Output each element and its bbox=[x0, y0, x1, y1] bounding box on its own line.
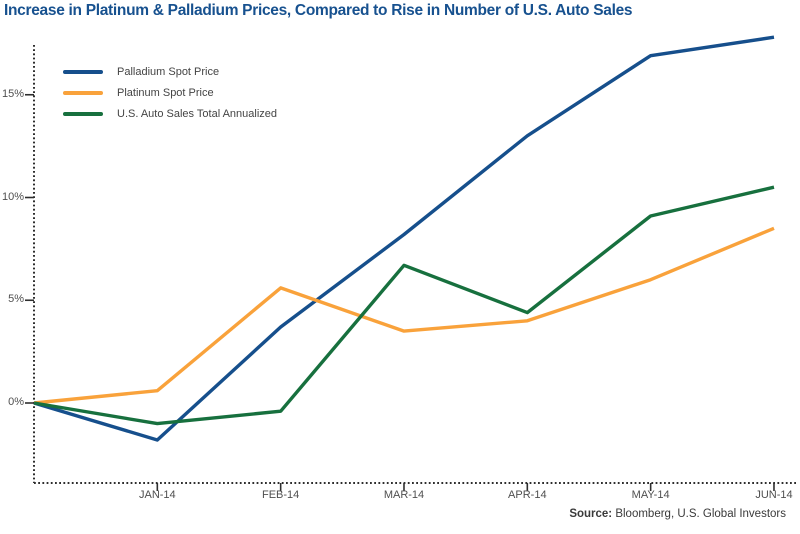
y-tick-label: 10% bbox=[1, 190, 24, 203]
series-line-u-s-auto-sales-total-annualized bbox=[33, 185, 775, 426]
legend-swatch-icon bbox=[63, 111, 103, 116]
x-tick-label: APR-14 bbox=[508, 489, 547, 501]
legend: Palladium Spot Price Platinum Spot Price U… bbox=[63, 65, 277, 120]
source-text: Bloomberg, U.S. Global Investors bbox=[612, 508, 786, 520]
legend-label: U.S. Auto Sales Total Annualized bbox=[117, 107, 278, 120]
source-note: Source: Bloomberg, U.S. Global Investors bbox=[569, 508, 786, 520]
x-tick-label: MAY-14 bbox=[631, 489, 670, 501]
series-line-platinum-spot-price bbox=[33, 226, 775, 405]
series-line-palladium-spot-price bbox=[33, 35, 775, 442]
legend-swatch-icon bbox=[63, 90, 103, 95]
legend-swatch-icon bbox=[63, 69, 103, 74]
legend-item: Platinum Spot Price bbox=[63, 86, 277, 99]
chart-title: Increase in Platinum & Palladium Prices,… bbox=[4, 2, 633, 19]
source-label: Source: bbox=[569, 508, 613, 520]
y-tick-label: 15% bbox=[1, 87, 24, 100]
legend-label: Platinum Spot Price bbox=[117, 86, 214, 99]
y-tick-label: 5% bbox=[8, 293, 24, 306]
x-tick-label: JAN-14 bbox=[138, 489, 176, 501]
legend-label: Palladium Spot Price bbox=[117, 65, 220, 78]
x-tick-label: MAR-14 bbox=[383, 489, 425, 501]
legend-item: Palladium Spot Price bbox=[63, 65, 277, 78]
x-tick-label: JUN-14 bbox=[755, 489, 793, 501]
x-tick-label: FEB-14 bbox=[262, 489, 300, 501]
legend-item: U.S. Auto Sales Total Annualized bbox=[63, 107, 277, 120]
y-tick-label: 0% bbox=[8, 396, 24, 408]
